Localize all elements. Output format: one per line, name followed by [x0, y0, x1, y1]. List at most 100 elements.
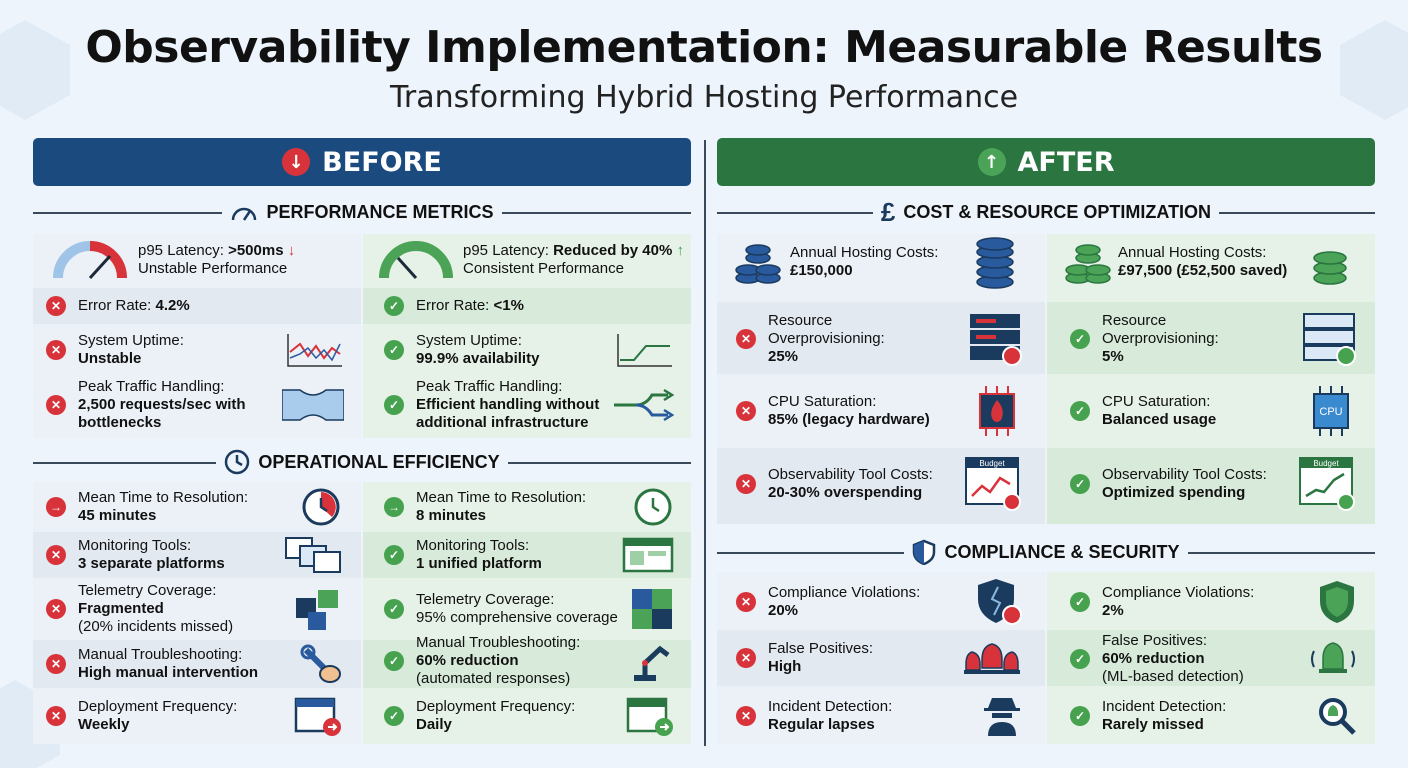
clock-icon — [225, 449, 250, 475]
x-icon: ✕ — [46, 706, 66, 726]
arrow-up-icon: ↑ — [977, 148, 1006, 176]
ops-before-monitoring: ✕ Monitoring Tools: 3 separate platforms — [46, 532, 354, 578]
x-icon: ✕ — [46, 395, 66, 415]
ops-after-mttr: → Mean Time to Resolution: 8 minutes — [384, 484, 686, 530]
spy-icon — [984, 698, 1020, 736]
section-compliance-header: COMPLIANCE & SECURITY — [717, 539, 1375, 565]
check-icon: ✓ — [384, 599, 404, 619]
check-icon: ✓ — [384, 395, 404, 415]
complete-puzzle-icon — [632, 589, 672, 629]
server-rack-icon — [970, 314, 1022, 366]
bell-icon — [1311, 642, 1355, 673]
unstable-line-chart-icon — [287, 334, 342, 367]
comp-before-detection: ✕ Incident Detection: Regular lapses — [736, 694, 1036, 738]
check-icon: ✓ — [384, 296, 404, 316]
cost-after-tool-costs: ✓ Observability Tool Costs: Optimized spe… — [1070, 456, 1370, 512]
speedometer-icon — [232, 207, 257, 221]
comp-after-detection: ✓ Incident Detection: Rarely missed — [1070, 694, 1370, 738]
magnifier-icon — [1319, 698, 1356, 735]
calendar-icon — [626, 697, 673, 736]
calendar-icon — [294, 697, 341, 736]
clock-slow-icon — [302, 488, 340, 526]
x-icon: ✕ — [46, 599, 66, 619]
clock-fast-icon — [634, 488, 672, 526]
ops-before-troubleshooting: ✕ Manual Troubleshooting: High manual int… — [46, 640, 354, 688]
ops-before-deployment: ✕ Deployment Frequency: Weekly — [46, 692, 354, 740]
arrow-right-icon: → — [384, 497, 404, 517]
section-cost-header: £ COST & RESOURCE OPTIMIZATION — [717, 196, 1375, 228]
x-icon: ✕ — [736, 401, 756, 421]
multiple-windows-icon — [285, 537, 341, 573]
budget-chart-down-icon: Budget — [965, 457, 1021, 511]
ops-before-telemetry: ✕ Telemetry Coverage: Fragmented (20% inci… — [46, 580, 354, 638]
x-icon: ✕ — [46, 296, 66, 316]
broken-puzzle-icon — [296, 590, 338, 630]
check-icon: ✓ — [384, 545, 404, 565]
after-banner: ↑ AFTER — [717, 138, 1375, 186]
svg-text:Budget: Budget — [979, 459, 1005, 468]
check-icon: ✓ — [1070, 329, 1090, 349]
perf-before-traffic: ✕ Peak Traffic Handling: 2,500 requests/s… — [46, 378, 356, 432]
x-icon: ✕ — [736, 474, 756, 494]
x-icon: ✕ — [46, 545, 66, 565]
x-icon: ✕ — [736, 648, 756, 668]
x-icon: ✕ — [736, 329, 756, 349]
perf-after-uptime: ✓ System Uptime: 99.9% availability — [384, 330, 686, 370]
coins-stack-icon — [1065, 244, 1111, 284]
cost-before-overprovisioning: ✕ Resource Overprovisioning: 25% — [736, 310, 1036, 368]
cost-before-cpu: ✕ CPU Saturation: 85% (legacy hardware) — [736, 380, 1036, 442]
perf-after-error-rate: ✓ Error Rate: <1% — [384, 296, 684, 316]
section-operational-header: OPERATIONAL EFFICIENCY — [33, 449, 691, 475]
ops-after-troubleshooting: ✓ Manual Troubleshooting: 60% reduction (a… — [384, 632, 686, 690]
cost-before-hosting: Annual Hosting Costs: £150,000 — [790, 244, 939, 279]
comp-before-false-positives: ✕ False Positives: High — [736, 636, 1036, 680]
gauge-good-icon — [379, 241, 453, 280]
svg-text:Budget: Budget — [1313, 459, 1339, 468]
shield-icon — [913, 539, 936, 565]
perf-after-traffic: ✓ Peak Traffic Handling: Efficient handli… — [384, 378, 686, 432]
comp-after-false-positives: ✓ False Positives: 60% reduction (ML-based… — [1070, 632, 1370, 686]
robot-arm-icon — [634, 645, 670, 681]
check-icon: ✓ — [1070, 401, 1090, 421]
budget-chart-up-icon: Budget — [1299, 457, 1355, 511]
alarm-bells-icon — [964, 643, 1020, 674]
perf-after-latency: p95 Latency: Reduced by 40% ↑ Consistent… — [463, 242, 684, 277]
perf-before-latency: p95 Latency: >500ms ↓ Unstable Performan… — [138, 242, 296, 277]
page-title: Observability Implementation: Measurable… — [85, 22, 1323, 73]
ops-before-mttr: → Mean Time to Resolution: 45 minutes — [46, 484, 354, 530]
gauge-high-icon — [53, 241, 127, 280]
arrow-down-icon: ↓ — [282, 148, 311, 176]
cost-after-cpu: ✓ CPU Saturation: Balanced usage CPU — [1070, 380, 1370, 442]
cost-before-tool-costs: ✕ Observability Tool Costs: 20-30% oversp… — [736, 456, 1036, 512]
cpu-icon: CPU — [1313, 386, 1349, 436]
x-icon: ✕ — [46, 654, 66, 674]
cost-after-overprovisioning: ✓ Resource Overprovisioning: 5% — [1070, 310, 1370, 368]
arrow-right-icon: → — [46, 497, 66, 517]
check-icon: ✓ — [384, 706, 404, 726]
x-icon: ✕ — [46, 340, 66, 360]
x-icon: ✕ — [736, 706, 756, 726]
check-icon: ✓ — [384, 340, 404, 360]
x-icon: ✕ — [736, 592, 756, 612]
cost-after-hosting: Annual Hosting Costs: £97,500 (£52,500 sa… — [1118, 244, 1288, 279]
coins-tower-icon — [976, 237, 1014, 289]
ops-after-monitoring: ✓ Monitoring Tools: 1 unified platform — [384, 532, 686, 578]
bottleneck-pipe-icon — [282, 389, 344, 421]
coins-small-stack-icon — [1313, 251, 1347, 285]
split-arrows-icon — [614, 388, 674, 422]
pound-icon: £ — [880, 196, 896, 227]
check-icon: ✓ — [384, 651, 404, 671]
before-banner: ↓ BEFORE — [33, 138, 691, 186]
stable-line-chart-icon — [617, 334, 672, 367]
perf-before-error-rate: ✕ Error Rate: 4.2% — [46, 296, 346, 316]
ops-after-deployment: ✓ Deployment Frequency: Daily — [384, 692, 686, 740]
comp-after-violations: ✓ Compliance Violations: 2% — [1070, 580, 1370, 624]
check-icon: ✓ — [1070, 474, 1090, 494]
server-rack-ok-icon — [1303, 313, 1356, 366]
page-subtitle: Transforming Hybrid Hosting Performance — [389, 80, 1019, 115]
wrench-hand-icon — [300, 644, 341, 683]
unified-dashboard-icon — [622, 537, 674, 573]
check-icon: ✓ — [1070, 649, 1090, 669]
check-icon: ✓ — [1070, 706, 1090, 726]
column-divider — [704, 140, 706, 746]
